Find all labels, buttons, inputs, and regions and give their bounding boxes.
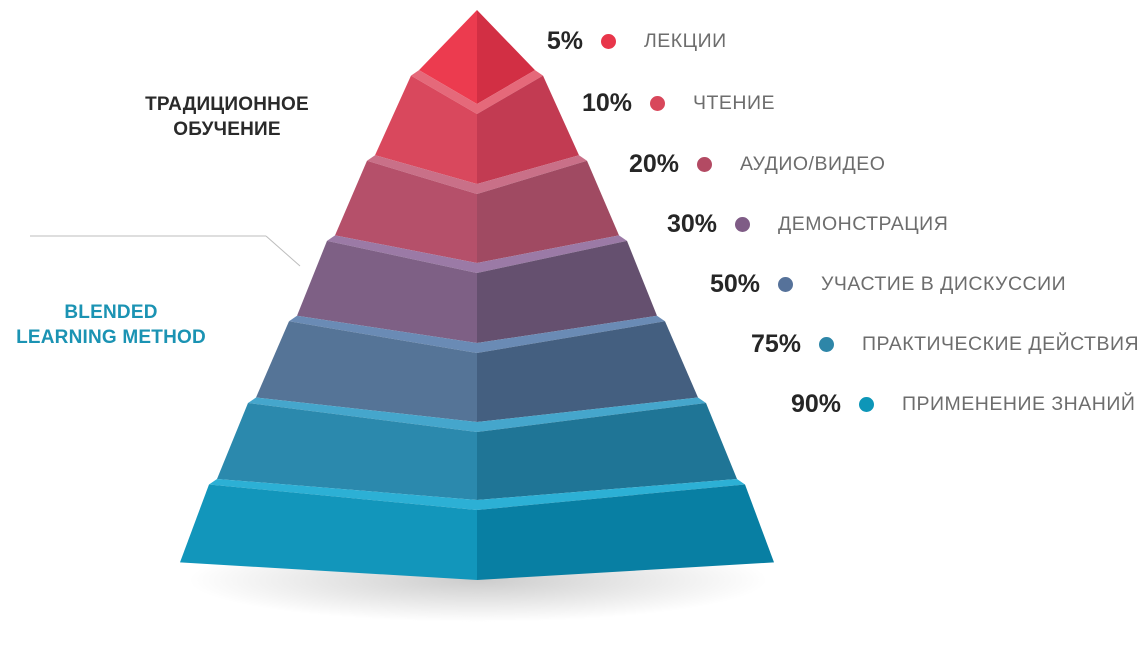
level-percent: 90% xyxy=(790,389,841,418)
level-dot-icon xyxy=(697,156,712,172)
pyramid-level-top-ledge xyxy=(411,70,543,114)
pyramid-level-right-face xyxy=(477,484,774,580)
pyramid xyxy=(180,10,774,580)
pyramid-level-right-face xyxy=(477,75,579,184)
pyramid-level-right-face xyxy=(477,403,737,500)
blended-learning-label: BLENDED LEARNING METHOD xyxy=(0,300,222,350)
level-dot-icon xyxy=(778,276,793,292)
pyramid-level-left-face xyxy=(297,240,477,343)
pyramid-level-left-face xyxy=(180,484,477,580)
level-percent: 20% xyxy=(628,149,679,178)
legend-row: 50% УЧАСТИЕ В ДИСКУССИИ xyxy=(696,270,1066,298)
level-percent: 5% xyxy=(546,26,583,55)
pyramid-level-top-ledge xyxy=(209,478,745,510)
level-percent: 30% xyxy=(666,209,717,238)
pyramid-level-top-ledge xyxy=(327,235,627,273)
legend-row: 20% АУДИО/ВИДЕО xyxy=(615,150,885,178)
pyramid-level-left-face xyxy=(256,321,477,422)
level-label: ЛЕКЦИИ xyxy=(644,29,727,52)
pyramid-level-top-ledge xyxy=(367,155,587,194)
pyramid-level-right-face xyxy=(477,321,698,422)
level-dot-icon xyxy=(819,336,834,352)
traditional-label-line2: ОБУЧЕНИЕ xyxy=(173,119,281,140)
legend-row: 5% ЛЕКЦИИ xyxy=(519,27,727,55)
legend-row: 75% ПРАКТИЧЕСКИЕ ДЕЙСТВИЯ xyxy=(737,330,1139,358)
pyramid-level-right-face xyxy=(477,10,535,104)
legend-row: 30% ДЕМОНСТРАЦИЯ xyxy=(653,210,948,238)
pyramid-level-left-face xyxy=(335,160,477,263)
level-dot-icon xyxy=(859,396,874,412)
pyramid-level-top-ledge xyxy=(248,397,706,432)
level-label: АУДИО/ВИДЕО xyxy=(740,152,886,175)
legend-row: 10% ЧТЕНИЕ xyxy=(568,89,775,117)
pyramid-level-top-ledge xyxy=(289,315,665,353)
pyramid-level-left-face xyxy=(217,403,477,500)
level-label: ДЕМОНСТРАЦИЯ xyxy=(778,212,949,235)
level-label: УЧАСТИЕ В ДИСКУССИИ xyxy=(821,272,1067,295)
pyramid-level-right-face xyxy=(477,240,657,343)
level-label: ЧТЕНИЕ xyxy=(693,91,776,114)
blended-label-line2: LEARNING METHOD xyxy=(16,327,206,348)
level-percent: 50% xyxy=(709,269,760,298)
level-percent: 10% xyxy=(581,88,632,117)
level-label: ПРАКТИЧЕСКИЕ ДЕЙСТВИЯ xyxy=(862,332,1140,355)
pyramid-level-left-face xyxy=(419,10,477,104)
divider-line-slant xyxy=(265,235,301,267)
legend-row: 90% ПРИМЕНЕНИЕ ЗНАНИЙ xyxy=(777,390,1135,418)
blended-label-line1: BLENDED xyxy=(64,302,158,323)
traditional-learning-label: ТРАДИЦИОННОЕ ОБУЧЕНИЕ xyxy=(118,92,336,142)
level-dot-icon xyxy=(650,95,665,111)
pyramid-level-left-face xyxy=(375,75,477,184)
pyramid-level-right-face xyxy=(477,160,619,263)
level-dot-icon xyxy=(601,33,616,49)
level-dot-icon xyxy=(735,216,750,232)
level-label: ПРИМЕНЕНИЕ ЗНАНИЙ xyxy=(902,392,1136,415)
level-percent: 75% xyxy=(750,329,801,358)
traditional-label-line1: ТРАДИЦИОННОЕ xyxy=(145,94,309,115)
